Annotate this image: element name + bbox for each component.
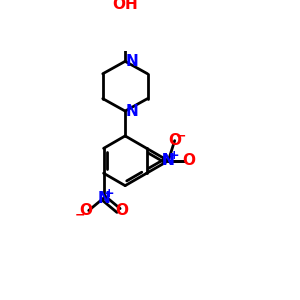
Text: O: O [79,203,92,218]
Text: OH: OH [112,0,138,12]
Text: O: O [168,133,181,148]
Text: N: N [125,54,138,69]
Text: +: + [169,149,179,162]
Text: O: O [115,203,128,218]
Text: −: − [74,208,85,221]
Text: O: O [182,153,195,168]
Text: −: − [176,130,187,143]
Text: N: N [162,153,175,168]
Text: N: N [162,153,175,168]
Text: +: + [104,187,115,200]
Text: N: N [97,190,110,206]
Text: N: N [125,103,138,118]
